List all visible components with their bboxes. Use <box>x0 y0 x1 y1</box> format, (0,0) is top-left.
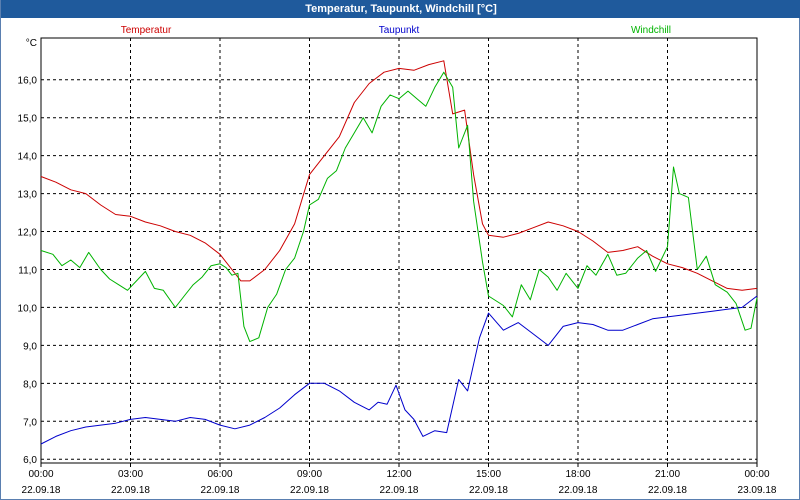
y-tick-label: 11,0 <box>18 265 37 276</box>
y-tick-label: 16,0 <box>18 76 38 87</box>
legend-temperatur: Temperatur <box>121 25 172 36</box>
x-tick-time: 12:00 <box>386 469 411 480</box>
x-tick-date: 22.09.18 <box>290 485 329 496</box>
x-tick-date: 22.09.18 <box>201 485 240 496</box>
y-tick-label: 15,0 <box>18 114 38 125</box>
y-tick-label: 7,0 <box>23 417 37 428</box>
x-tick-date: 22.09.18 <box>22 485 61 496</box>
legend-taupunkt: Taupunkt <box>379 25 420 36</box>
window-title: Temperatur, Taupunkt, Windchill [°C] <box>1 0 800 18</box>
y-tick-label: 14,0 <box>18 152 38 163</box>
series-line-windchill <box>40 71 758 343</box>
x-tick-date: 22.09.18 <box>648 485 687 496</box>
x-tick-time: 15:00 <box>476 469 501 480</box>
series-line-taupunkt <box>40 295 758 445</box>
x-tick-time: 18:00 <box>565 469 590 480</box>
x-tick-date: 22.09.18 <box>111 485 150 496</box>
x-tick-time: 00:00 <box>744 469 769 480</box>
y-tick-label: 9,0 <box>23 341 37 352</box>
legend-windchill: Windchill <box>631 25 671 36</box>
x-tick-date: 23.09.18 <box>738 485 777 496</box>
y-axis-label: °C <box>26 38 37 49</box>
x-tick-time: 06:00 <box>207 469 232 480</box>
y-tick-label: 12,0 <box>18 228 38 239</box>
x-tick-time: 21:00 <box>655 469 680 480</box>
x-tick-date: 22.09.18 <box>559 485 598 496</box>
x-tick-date: 22.09.18 <box>380 485 419 496</box>
y-tick-label: 13,0 <box>18 190 38 201</box>
series-line-temperatur <box>40 60 758 291</box>
y-tick-label: 6,0 <box>23 455 37 466</box>
y-tick-label: 8,0 <box>23 379 37 390</box>
x-tick-date: 22.09.18 <box>469 485 508 496</box>
y-tick-label: 10,0 <box>18 303 38 314</box>
x-tick-time: 00:00 <box>28 469 53 480</box>
x-tick-time: 09:00 <box>297 469 322 480</box>
x-tick-time: 03:00 <box>118 469 143 480</box>
